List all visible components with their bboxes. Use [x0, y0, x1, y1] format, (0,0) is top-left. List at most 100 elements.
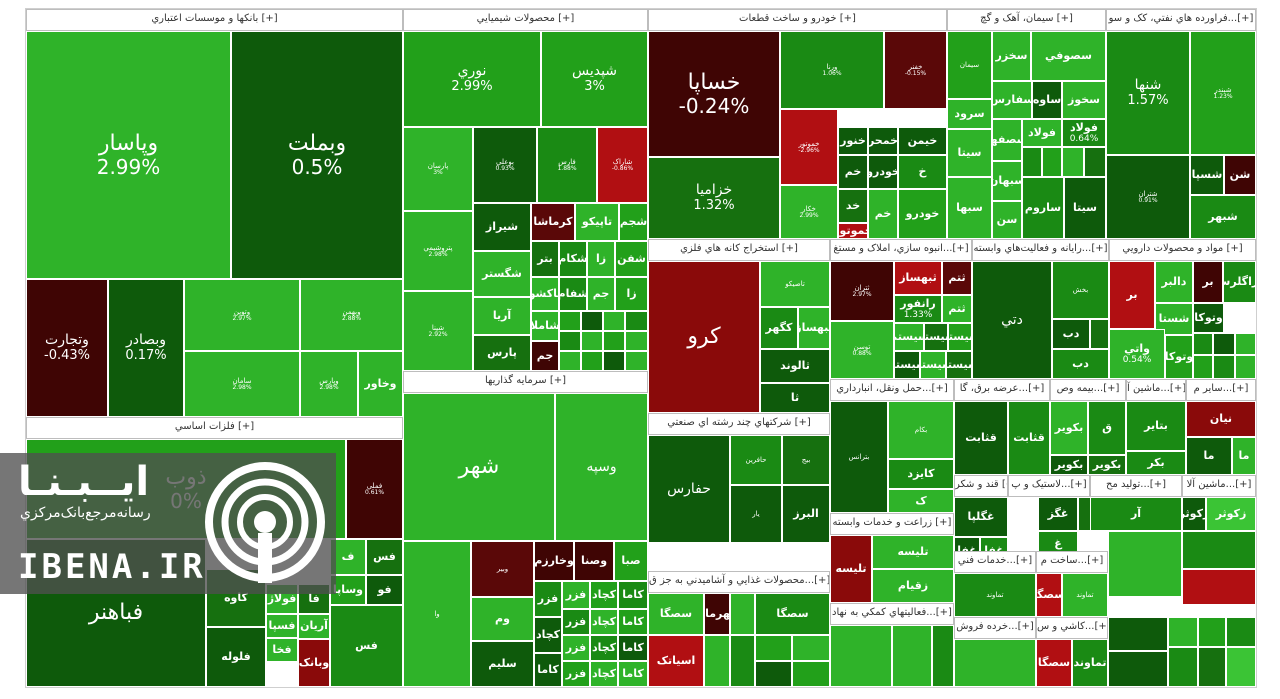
- stock-tile[interactable]: وتوين 2.97%: [184, 279, 300, 351]
- stock-tile[interactable]: تاصيکو: [760, 261, 830, 307]
- stock-tile[interactable]: آريان: [298, 614, 330, 639]
- stock-tile[interactable]: وپارس 2.98%: [300, 351, 358, 417]
- stock-tile[interactable]: کاما: [534, 653, 562, 687]
- sector-header[interactable]: ماشين آ...[+]: [1126, 379, 1186, 401]
- stock-tile[interactable]: جم: [587, 277, 615, 311]
- stock-tile[interactable]: شاملا: [531, 311, 559, 341]
- sector-header[interactable]: ساخت م...[+]: [1036, 551, 1108, 573]
- stock-tile[interactable]: سصگا: [755, 593, 830, 635]
- stock-tile[interactable]: تماوند: [1062, 573, 1108, 617]
- stock-tile[interactable]: شکام: [559, 241, 587, 277]
- stock-tile[interactable]: خکار 2.99%: [780, 185, 838, 239]
- stock-tile[interactable]: پاکشو: [581, 351, 603, 371]
- stock-tile[interactable]: شن: [1224, 155, 1256, 195]
- stock-tile[interactable]: سامان 2.98%: [184, 351, 300, 417]
- stock-tile[interactable]: فارس 1.88%: [537, 127, 597, 203]
- stock-tile[interactable]: خساپا: [625, 331, 648, 351]
- stock-tile[interactable]: وخارزم: [534, 541, 574, 581]
- stock-tile[interactable]: يار: [730, 485, 782, 543]
- stock-tile[interactable]: [1226, 617, 1256, 647]
- stock-tile[interactable]: دب: [1052, 319, 1090, 349]
- stock-tile[interactable]: سصگا: [1036, 573, 1062, 617]
- stock-tile[interactable]: بکام: [888, 401, 954, 459]
- stock-tile[interactable]: خودرو: [868, 155, 898, 189]
- stock-tile[interactable]: سبها: [947, 177, 992, 239]
- stock-tile[interactable]: تماوند: [954, 573, 1036, 617]
- stock-tile[interactable]: شفام: [559, 277, 587, 311]
- sector-header[interactable]: انبوه سازي، املاک و مستغ...[+]: [830, 239, 972, 261]
- stock-tile[interactable]: وپاسار 2.99%: [26, 31, 231, 279]
- stock-tile[interactable]: ما: [1232, 437, 1256, 475]
- stock-tile[interactable]: بکوير: [1050, 401, 1088, 455]
- stock-tile[interactable]: خنور: [838, 127, 868, 155]
- stock-tile[interactable]: کچاد: [590, 581, 618, 609]
- stock-tile[interactable]: شفام: [603, 311, 625, 331]
- stock-tile[interactable]: [755, 635, 792, 661]
- stock-tile[interactable]: خمحر: [868, 127, 898, 155]
- sector-header[interactable]: بانکها و موسسات اعتباري [+]: [26, 9, 403, 31]
- stock-tile[interactable]: دالبر: [1155, 261, 1193, 303]
- stock-tile[interactable]: آريا: [559, 351, 581, 371]
- stock-tile[interactable]: سصگا: [1036, 639, 1072, 687]
- stock-tile[interactable]: بخش: [1052, 261, 1109, 319]
- stock-tile[interactable]: نيان: [1186, 401, 1256, 437]
- sector-header[interactable]: کاشي و س...[+]: [1036, 617, 1108, 639]
- stock-tile[interactable]: جم: [531, 341, 559, 371]
- stock-tile[interactable]: کچاد: [590, 635, 618, 661]
- stock-tile[interactable]: زا: [615, 277, 648, 311]
- sector-header[interactable]: خدمات فني...[+]: [954, 551, 1036, 573]
- stock-tile[interactable]: شفام: [603, 351, 625, 371]
- stock-tile[interactable]: کچاد: [590, 609, 618, 635]
- stock-tile[interactable]: سيستم: [924, 323, 948, 351]
- stock-tile[interactable]: ق: [1088, 401, 1126, 455]
- stock-tile[interactable]: آر: [1090, 497, 1182, 531]
- stock-tile[interactable]: خيمن: [898, 127, 947, 155]
- sector-header[interactable]: قند و شکر [+]: [954, 475, 1008, 497]
- stock-tile[interactable]: شپديس 3%: [541, 31, 648, 127]
- stock-tile[interactable]: سيتا: [1064, 177, 1106, 239]
- stock-tile[interactable]: اسياتک: [648, 635, 704, 687]
- stock-tile[interactable]: [792, 635, 830, 661]
- stock-tile[interactable]: زکوثر: [1206, 497, 1256, 531]
- stock-tile[interactable]: کرو: [648, 261, 760, 413]
- stock-tile[interactable]: پاکشو: [581, 311, 603, 331]
- stock-tile[interactable]: خساپا -0.24%: [648, 31, 780, 157]
- sector-header[interactable]: محصولات شيميايي [+]: [403, 9, 648, 31]
- stock-tile[interactable]: [730, 635, 755, 687]
- stock-tile[interactable]: [730, 593, 755, 635]
- stock-tile[interactable]: شستا: [1213, 355, 1235, 379]
- sector-header[interactable]: شرکتهاي چند رشته اي صنعتي [+]: [648, 413, 830, 435]
- stock-tile[interactable]: کاما: [618, 661, 648, 687]
- stock-tile[interactable]: حافرين: [730, 435, 782, 485]
- sector-header[interactable]: زراعت و خدمات وابسته [+]: [830, 513, 954, 535]
- sector-header[interactable]: لاستيک و پ...[+]: [1008, 475, 1090, 497]
- stock-tile[interactable]: توسن 0.88%: [830, 321, 894, 379]
- stock-tile[interactable]: وبهمن 2.88%: [300, 279, 403, 351]
- stock-tile[interactable]: سيتا: [1062, 147, 1084, 177]
- stock-tile[interactable]: وساپا: [330, 575, 366, 605]
- stock-tile[interactable]: کرماشا: [531, 203, 575, 241]
- stock-tile[interactable]: فو: [366, 575, 403, 605]
- stock-tile[interactable]: خموتور -2.96%: [780, 109, 838, 185]
- stock-tile[interactable]: [1168, 647, 1198, 687]
- stock-tile[interactable]: کاما: [618, 635, 648, 661]
- stock-tile[interactable]: ثبهساز: [894, 261, 942, 295]
- stock-tile[interactable]: مهرمام: [704, 593, 730, 635]
- stock-tile[interactable]: [1182, 531, 1256, 569]
- stock-tile[interactable]: [1226, 647, 1256, 687]
- stock-tile[interactable]: وا: [403, 541, 471, 687]
- stock-tile[interactable]: بکوير: [1088, 455, 1126, 475]
- stock-tile[interactable]: فس: [366, 539, 403, 575]
- stock-tile[interactable]: سن: [992, 201, 1022, 239]
- sector-header[interactable]: سرمايه گذاريها [+]: [403, 371, 648, 393]
- stock-tile[interactable]: پارس: [581, 331, 603, 351]
- stock-tile[interactable]: خفنر -0.15%: [884, 31, 947, 109]
- stock-tile[interactable]: فملي 0.61%: [346, 439, 403, 539]
- stock-tile[interactable]: ثبهساز: [798, 307, 830, 349]
- stock-tile[interactable]: سصوفي: [1031, 31, 1106, 81]
- sector-header[interactable]: بيمه وص...[+]: [1050, 379, 1126, 401]
- stock-tile[interactable]: [1198, 617, 1226, 647]
- stock-tile[interactable]: کچاد: [534, 617, 562, 653]
- stock-tile[interactable]: فولاد: [1022, 119, 1062, 147]
- stock-tile[interactable]: دب: [1090, 319, 1109, 349]
